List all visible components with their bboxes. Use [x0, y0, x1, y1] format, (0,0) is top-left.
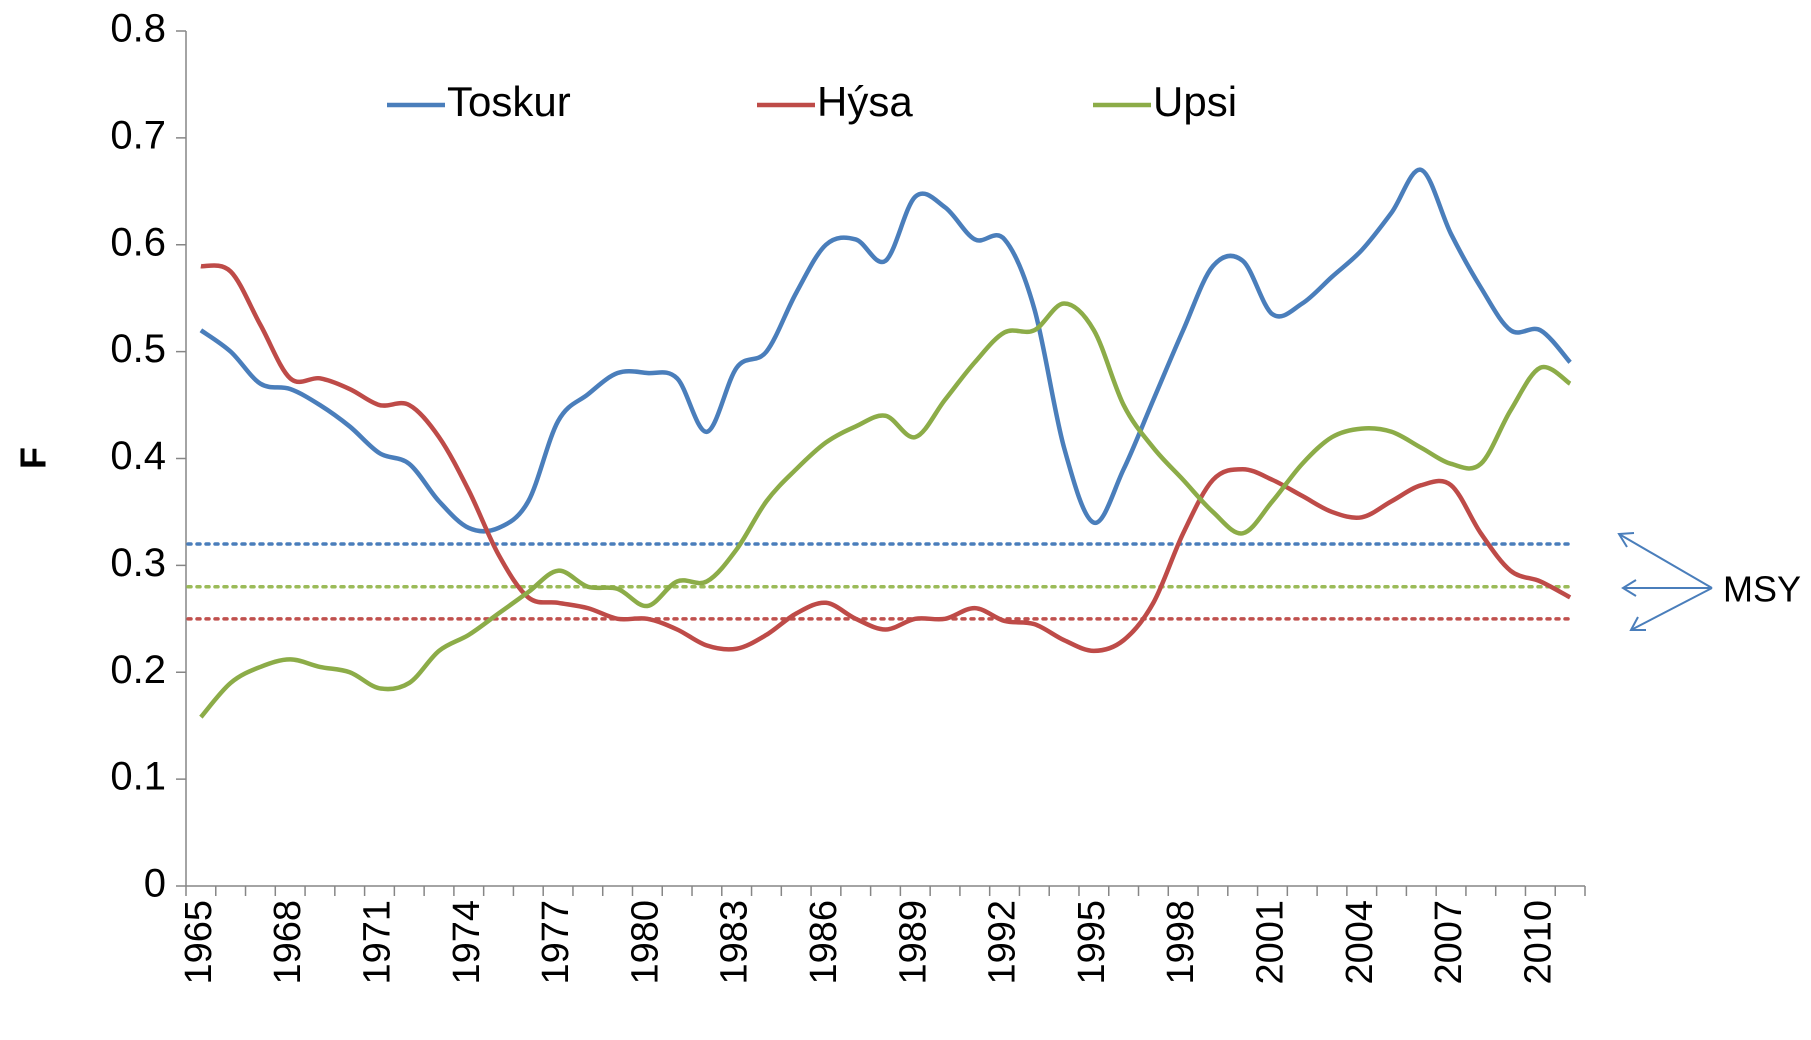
- x-tick-label: 1968: [267, 900, 309, 985]
- x-tick-label: 1971: [357, 900, 399, 985]
- x-tick-label: 1992: [982, 900, 1024, 985]
- legend-label: Hýsa: [817, 78, 913, 125]
- x-tick-label: 1989: [892, 900, 934, 985]
- x-tick-label: 2010: [1517, 900, 1559, 985]
- y-tick-label: 0.7: [110, 113, 166, 157]
- x-tick-label: 1974: [446, 900, 488, 985]
- legend-label: Upsi: [1153, 78, 1237, 125]
- x-tick-label: 2007: [1428, 900, 1470, 985]
- y-tick-label: 0.2: [110, 648, 166, 692]
- x-tick-label: 2001: [1249, 900, 1291, 985]
- annotation: MSY: [1723, 569, 1801, 610]
- y-axis-label: F: [13, 447, 54, 469]
- x-tick-label: 1995: [1071, 900, 1113, 985]
- series-line: [199, 167, 1572, 534]
- x-tick-label: 1986: [803, 900, 845, 985]
- x-tick-label: 1977: [535, 900, 577, 985]
- x-tick-label: 1998: [1160, 900, 1202, 985]
- y-tick-label: 0.8: [110, 7, 166, 51]
- y-tick-label: 0.1: [110, 755, 166, 799]
- y-tick-label: 0: [144, 862, 166, 906]
- y-tick-label: 0.6: [110, 220, 166, 264]
- y-tick-label: 0.5: [110, 327, 166, 371]
- y-tick-label: 0.3: [110, 541, 166, 585]
- annotation-arrows: [1617, 532, 1713, 631]
- x-tick-label: 1965: [178, 900, 220, 985]
- x-tick-label: 2004: [1339, 900, 1381, 985]
- x-tick-label: 1983: [714, 900, 756, 985]
- y-tick-label: 0.4: [110, 434, 166, 478]
- x-tick-label: 1980: [624, 900, 666, 985]
- series-line: [199, 301, 1572, 719]
- series-line: [200, 263, 1572, 654]
- legend-label: Toskur: [447, 78, 571, 125]
